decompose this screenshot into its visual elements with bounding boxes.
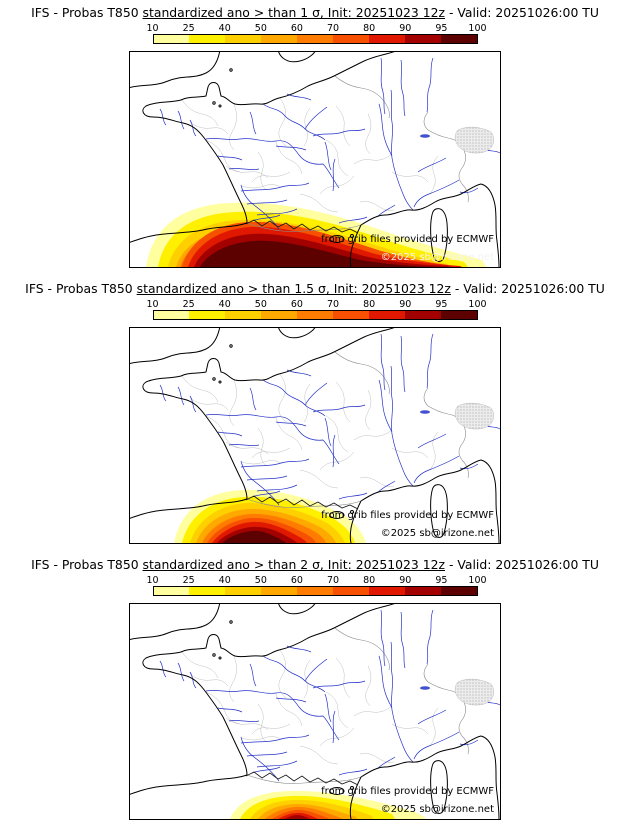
colorbar-segment [404, 35, 441, 43]
colorbar-segment [368, 35, 405, 43]
colorbar-tick-label: 100 [468, 23, 487, 34]
grib-attribution: from grib files provided by ECMWF [321, 510, 494, 521]
map-svg-1sigma [130, 52, 500, 267]
colorbar-tick-label: 70 [327, 299, 340, 310]
colorbar-tick-label: 25 [182, 299, 195, 310]
colorbar-tick-label: 50 [254, 299, 267, 310]
title-suffix: - Valid: 20251026:00 TU [445, 5, 599, 20]
colorbar-tick-label: 60 [290, 575, 303, 586]
colorbar-tick-label: 90 [399, 23, 412, 34]
title-suffix: - Valid: 20251026:00 TU [450, 281, 605, 296]
colorbar-tick-label: 95 [435, 575, 448, 586]
panel-title: IFS - Probas T850 standardized ano > tha… [0, 0, 630, 20]
colorbar-tick-label: 50 [254, 575, 267, 586]
colorbar-tick-label: 100 [468, 299, 487, 310]
colorbar-segment [261, 587, 298, 595]
colorbar-tick-label: 10 [146, 23, 159, 34]
title-prefix: IFS - Probas T850 [25, 281, 137, 296]
colorbar-segment [153, 311, 190, 319]
probability-field-2sigma [230, 790, 426, 819]
colorbar-segment [153, 35, 190, 43]
colorbar-segment [225, 587, 262, 595]
colorbar-tick-label: 95 [435, 23, 448, 34]
colorbar-tick-label: 70 [327, 575, 340, 586]
title-prefix: IFS - Probas T850 [31, 5, 143, 20]
map-1p5sigma: from grib files provided by ECMWF ©2025 … [129, 327, 501, 544]
colorbar-segment [332, 587, 369, 595]
colorbar-tick-label: 70 [327, 23, 340, 34]
colorbar-segment [297, 311, 333, 319]
colorbar-segment [225, 35, 262, 43]
colorbar-segment [261, 35, 298, 43]
panel-title: IFS - Probas T850 standardized ano > tha… [0, 276, 630, 296]
colorbar-tick-label: 40 [218, 299, 231, 310]
colorbar-tick-label: 95 [435, 299, 448, 310]
colorbar-segment [404, 587, 441, 595]
colorbar-segment [153, 587, 190, 595]
probability-field-1sigma [146, 202, 486, 267]
colorbar-tick-label: 60 [290, 23, 303, 34]
grib-attribution: from grib files provided by ECMWF [321, 234, 494, 245]
colorbar-segment [368, 587, 405, 595]
colorbar-segment [440, 311, 477, 319]
colorbar-tick-label: 25 [182, 23, 195, 34]
map-svg-1p5sigma [130, 328, 500, 543]
copyright: ©2025 sb@irizone.net [380, 804, 494, 815]
grib-attribution: from grib files provided by ECMWF [321, 786, 494, 797]
colorbar-tick-label: 60 [290, 299, 303, 310]
colorbar-tick-label: 25 [182, 575, 195, 586]
colorbar-tick-label: 80 [363, 575, 376, 586]
colorbar [152, 310, 478, 320]
colorbar-ticks: 10 25 40 50 60 70 80 90 95 100 [146, 23, 486, 34]
colorbar-tick-label: 80 [363, 23, 376, 34]
copyright: ©2025 sb@irizone.net [380, 252, 494, 263]
title-suffix: - Valid: 20251026:00 TU [445, 557, 599, 572]
colorbar-tick-label: 90 [399, 299, 412, 310]
panel-2sigma: IFS - Probas T850 standardized ano > tha… [0, 552, 630, 828]
colorbar-segment [225, 311, 262, 319]
colorbar-segment [368, 311, 405, 319]
colorbar-tick-label: 40 [218, 23, 231, 34]
colorbar-tick-label: 10 [146, 575, 159, 586]
copyright: ©2025 sb@irizone.net [380, 528, 494, 539]
colorbar-segment [297, 35, 333, 43]
colorbar-tick-label: 90 [399, 575, 412, 586]
colorbar-ticks: 10 25 40 50 60 70 80 90 95 100 [146, 299, 486, 310]
map-2sigma: from grib files provided by ECMWF ©2025 … [129, 603, 501, 820]
colorbar [152, 34, 478, 44]
colorbar-tick-label: 100 [468, 575, 487, 586]
colorbar-segment [440, 587, 477, 595]
colorbar [152, 586, 478, 596]
colorbar-segment [404, 311, 441, 319]
colorbar-block: 10 25 40 50 60 70 80 90 95 100 [146, 575, 487, 596]
colorbar-segment [332, 35, 369, 43]
title-prefix: IFS - Probas T850 [31, 557, 143, 572]
colorbar-ticks: 10 25 40 50 60 70 80 90 95 100 [146, 575, 486, 586]
title-main: standardized ano > than 2 σ, Init: 20251… [142, 557, 445, 572]
colorbar-tick-label: 40 [218, 575, 231, 586]
colorbar-segment [297, 587, 333, 595]
colorbar-segment [261, 311, 298, 319]
map-svg-2sigma [130, 604, 500, 819]
colorbar-block: 10 25 40 50 60 70 80 90 95 100 [146, 23, 487, 44]
colorbar-tick-label: 10 [146, 299, 159, 310]
colorbar-segment [189, 587, 226, 595]
panel-title: IFS - Probas T850 standardized ano > tha… [0, 552, 630, 572]
colorbar-segment [189, 311, 226, 319]
panel-1p5sigma: IFS - Probas T850 standardized ano > tha… [0, 276, 630, 552]
colorbar-segment [332, 311, 369, 319]
colorbar-tick-label: 80 [363, 299, 376, 310]
title-main: standardized ano > than 1 σ, Init: 20251… [142, 5, 445, 20]
map-1sigma: from grib files provided by ECMWF ©2025 … [129, 51, 501, 268]
title-main: standardized ano > than 1.5 σ, Init: 202… [136, 281, 451, 296]
panel-1sigma: IFS - Probas T850 standardized ano > tha… [0, 0, 630, 276]
colorbar-segment [440, 35, 477, 43]
colorbar-tick-label: 50 [254, 23, 267, 34]
colorbar-segment [189, 35, 226, 43]
probability-field-1p5sigma [174, 489, 366, 543]
colorbar-block: 10 25 40 50 60 70 80 90 95 100 [146, 299, 487, 320]
